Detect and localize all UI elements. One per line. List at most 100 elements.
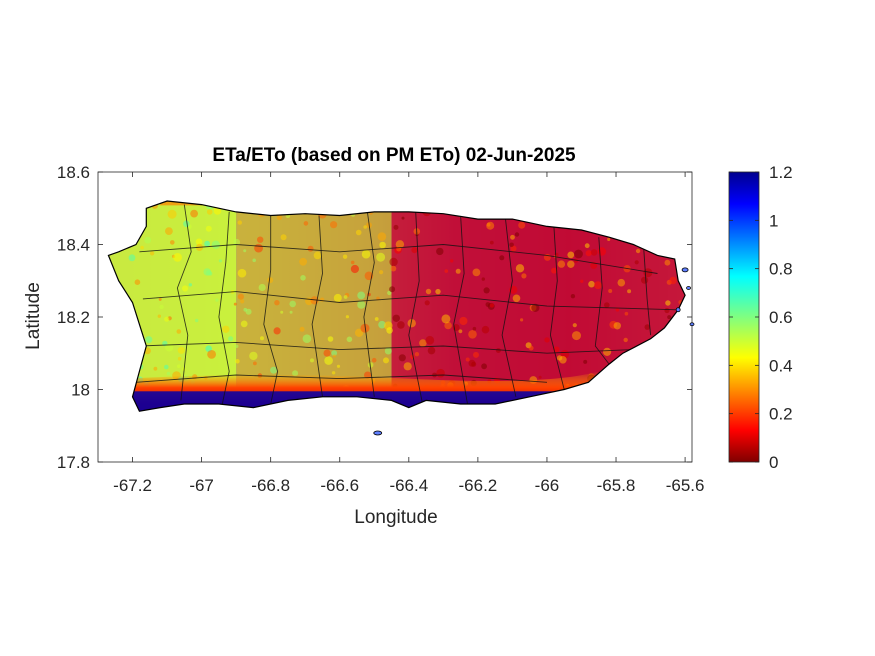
pixel-speckle xyxy=(459,316,468,326)
colorbar-tick-label: 0.2 xyxy=(769,405,793,424)
pixel-speckle xyxy=(455,268,461,274)
municipality-boundary xyxy=(176,204,192,401)
pixel-speckle xyxy=(237,220,242,225)
pixel-speckle xyxy=(489,240,494,245)
y-tick-label: 18.2 xyxy=(57,308,90,327)
small-island xyxy=(686,286,691,290)
pixel-speckle xyxy=(623,337,628,343)
pixel-speckle xyxy=(176,329,182,334)
municipality-boundary xyxy=(142,291,679,311)
pixel-speckle xyxy=(393,224,399,230)
pixel-speckle xyxy=(270,366,278,374)
y-tick-label: 18 xyxy=(71,381,90,400)
pixel-speckle xyxy=(398,354,406,362)
pixel-speckle xyxy=(345,315,349,319)
pixel-speckle xyxy=(257,236,264,243)
colorbar-ticks: 0 0.2 0.4 0.6 0.8 1 1.2 xyxy=(729,163,793,472)
small-island xyxy=(681,267,689,273)
pixel-speckle xyxy=(280,234,287,241)
island-field xyxy=(108,201,686,412)
pixel-speckle xyxy=(624,311,629,316)
pixel-speckle xyxy=(218,259,222,263)
pixel-speckle xyxy=(441,314,451,324)
pixel-speckle xyxy=(395,240,405,249)
municipality-boundary xyxy=(594,237,610,365)
x-tick-label: -66.2 xyxy=(459,476,498,495)
x-tick-label: -65.6 xyxy=(666,476,705,495)
pixel-speckle xyxy=(302,334,312,344)
colorbar-tick-label: 1.2 xyxy=(769,163,793,182)
pixel-speckle xyxy=(307,245,314,252)
pixel-speckle xyxy=(177,356,182,361)
pixel-speckle xyxy=(233,302,237,306)
pixel-speckle xyxy=(206,270,212,276)
pixel-speckle xyxy=(330,221,338,229)
pixel-speckle xyxy=(252,258,256,263)
municipality-boundary xyxy=(139,244,658,274)
pixel-speckle xyxy=(258,283,266,292)
pixel-speckle xyxy=(585,250,592,257)
pixel-speckle xyxy=(481,325,490,334)
pixel-speckle xyxy=(361,249,371,259)
x-tick-label: -66.8 xyxy=(251,476,290,495)
pixel-speckle xyxy=(520,318,524,322)
pixel-speckle xyxy=(481,277,485,281)
pixel-speckle xyxy=(343,295,348,299)
pixel-speckle xyxy=(669,276,677,285)
pixel-speckle xyxy=(617,278,626,287)
pixel-speckle xyxy=(166,371,171,376)
pixel-speckle xyxy=(346,336,353,343)
pixel-speckle xyxy=(472,326,477,331)
pixel-speckle xyxy=(572,323,577,328)
x-tick-label: -66 xyxy=(535,476,560,495)
pixel-speckle xyxy=(495,348,501,353)
pixel-speckle xyxy=(324,356,333,365)
pixel-speckle xyxy=(665,300,671,306)
pixel-speckle xyxy=(240,299,245,304)
pixel-speckle xyxy=(215,298,219,302)
pixel-speckle xyxy=(485,302,491,307)
pixel-speckle xyxy=(190,209,199,218)
pixel-speckle xyxy=(574,249,583,259)
pixel-speckle xyxy=(158,297,162,301)
pixel-speckle xyxy=(557,260,566,268)
pixel-speckle xyxy=(195,238,203,246)
pixel-speckle xyxy=(553,346,560,353)
pixel-speckle xyxy=(267,277,274,284)
pixel-speckle xyxy=(544,337,550,343)
pixel-speckle xyxy=(164,364,169,370)
pixel-speckle xyxy=(195,318,199,323)
municipality-boundary xyxy=(643,248,652,336)
pixel-speckle xyxy=(604,302,610,308)
colorbar-tick-label: 0 xyxy=(769,453,778,472)
small-island xyxy=(675,307,681,313)
x-axis-label: Longitude xyxy=(354,507,437,528)
pixel-speckle xyxy=(436,368,445,378)
pixel-speckle xyxy=(521,273,527,279)
pixel-speckle xyxy=(528,345,534,351)
pixel-speckle xyxy=(425,335,435,345)
pixel-speckle xyxy=(389,257,398,267)
pixel-speckle xyxy=(403,362,412,371)
pixel-speckle xyxy=(518,221,526,229)
x-tick-label: -67.2 xyxy=(113,476,152,495)
pixel-speckle xyxy=(383,357,389,364)
pixel-speckle xyxy=(597,247,607,256)
pixel-speckle xyxy=(333,293,342,302)
pixel-speckle xyxy=(514,232,520,237)
pixel-speckle xyxy=(627,289,632,294)
pixel-speckle xyxy=(389,286,396,293)
pixel-speckle xyxy=(243,307,248,312)
pixel-speckle xyxy=(515,264,525,273)
pixel-speckle xyxy=(342,254,348,259)
pixel-speckle xyxy=(205,225,212,232)
pixel-speckle xyxy=(299,326,305,332)
colorbar xyxy=(728,171,760,463)
pixel-speckle xyxy=(273,327,281,335)
colorbar-tick-label: 0.8 xyxy=(769,260,793,279)
pixel-speckle xyxy=(435,288,441,295)
pixel-speckle xyxy=(594,281,602,290)
pixel-speckle xyxy=(444,321,452,330)
y-axis-label: Latitude xyxy=(23,282,44,350)
pixel-speckle xyxy=(465,357,470,362)
